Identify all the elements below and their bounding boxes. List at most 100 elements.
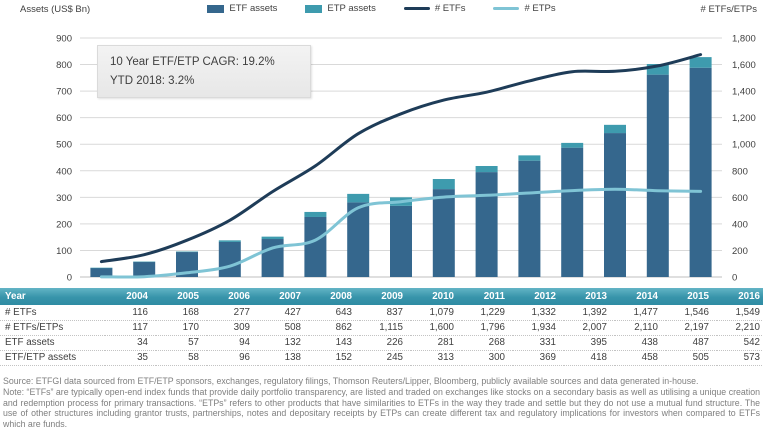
table-cell: 34 xyxy=(137,337,148,348)
table-cell: 369 xyxy=(539,352,556,363)
table-row-label: # ETFs xyxy=(5,306,37,318)
etp-assets-bar xyxy=(133,261,156,263)
table-cell: 2,197 xyxy=(684,322,709,333)
table-cell: 1,229 xyxy=(480,306,505,318)
table-header-2014: 2014 xyxy=(636,291,658,302)
left-axis-tick-label: 800 xyxy=(56,60,72,71)
table-row-etf-assets: ETF assets 34 57 94 132 143 226 281 268 331 395 438… xyxy=(0,335,763,350)
table-cell: 1,796 xyxy=(480,322,505,333)
right-axis-title: # ETFs/ETPs xyxy=(700,4,757,15)
right-axis-tick-label: 200 xyxy=(732,246,748,257)
table-cell: 116 xyxy=(132,306,148,318)
etf-assets-bar xyxy=(304,216,327,277)
legend-item-etf-assets: ETF assets xyxy=(207,3,277,14)
etf-assets-bar xyxy=(561,147,584,277)
table-cell: 1,546 xyxy=(684,306,709,318)
table-header-2008: 2008 xyxy=(330,291,352,302)
right-axis-tick-label: 800 xyxy=(732,166,748,177)
legend-label: ETF assets xyxy=(229,3,278,14)
table-header-2012: 2012 xyxy=(534,291,556,302)
table-cell: 170 xyxy=(182,322,199,333)
right-axis-tick-label: 1,200 xyxy=(732,113,756,124)
table-cell: 152 xyxy=(335,352,352,363)
table-cell: 438 xyxy=(641,337,658,348)
table-row-etf-etp-assets: ETF/ETP assets 35 58 96 138 152 245 313 300 369 41… xyxy=(0,350,763,365)
combo-chart: 0 0 100 200 200 400 300 600 400 800 500 1,000 600 1,2… xyxy=(0,20,763,288)
table-cell: 35 xyxy=(137,352,148,363)
table-cell: 643 xyxy=(335,306,352,318)
table-cell: 96 xyxy=(239,352,250,363)
etf-assets-bar xyxy=(432,189,455,277)
table-cell: 1,549 xyxy=(735,306,760,318)
left-axis-tick-label: 300 xyxy=(56,193,72,204)
legend-item-etp-assets: ETP assets xyxy=(305,3,376,14)
-etps-line xyxy=(99,187,703,279)
legend-line-icon xyxy=(493,7,520,10)
legend-label: ETP assets xyxy=(327,3,376,14)
table-cell: 2,007 xyxy=(582,322,607,333)
table-cell: 1,600 xyxy=(429,322,454,333)
table-cell: 837 xyxy=(386,306,403,318)
table-cell: 94 xyxy=(239,337,250,348)
etp-assets-bar xyxy=(561,142,584,148)
legend-item--etfs: # ETFs xyxy=(403,3,466,14)
right-axis-tick-label: 400 xyxy=(732,219,748,230)
right-axis-tick-label: 1,800 xyxy=(732,34,756,45)
etp-assets-bar xyxy=(689,57,712,68)
table-cell: 862 xyxy=(335,322,352,333)
table-header-2016: 2016 xyxy=(738,291,760,302)
footnote-note: Note: “ETFs” are typically open-end inde… xyxy=(3,386,760,430)
table-cell: 508 xyxy=(284,322,301,333)
etp-assets-bar xyxy=(432,179,455,190)
table-cell: 58 xyxy=(188,352,199,363)
table-row-label: ETF assets xyxy=(5,337,55,348)
left-axis-tick-label: 700 xyxy=(56,87,72,98)
etf-assets-bar xyxy=(689,67,712,277)
cagr-annotation-line2: YTD 2018: 3.2% xyxy=(110,74,195,87)
table-header-2010: 2010 xyxy=(432,291,454,302)
etf-assets-bar xyxy=(390,205,412,277)
table-header-2007: 2007 xyxy=(279,291,301,302)
etf-assets-bar xyxy=(646,74,669,277)
table-header-2006: 2006 xyxy=(228,291,250,302)
etf-assets-bar xyxy=(133,261,156,277)
table-cell: 132 xyxy=(284,337,301,348)
legend-swatch-icon xyxy=(305,4,323,13)
etf-assets-bar xyxy=(218,241,241,277)
footnote: Source: ETFGI data sourced from ETF/ETP … xyxy=(0,376,763,430)
table-cell: 1,332 xyxy=(531,306,556,318)
legend: ETF assets ETP assets # ETFs # ETPs xyxy=(0,3,763,14)
table-cell: 143 xyxy=(335,337,352,348)
right-axis-tick-label: 1,600 xyxy=(732,60,756,71)
right-axis-tick-label: 600 xyxy=(732,193,748,204)
table-cell: 542 xyxy=(743,337,760,348)
table-cell: 268 xyxy=(488,337,505,348)
legend-label: # ETFs xyxy=(434,3,466,14)
table-cell: 1,115 xyxy=(379,322,403,333)
etf-assets-bar xyxy=(90,267,113,277)
table-cell: 281 xyxy=(437,337,454,348)
table-cell: 2,210 xyxy=(735,322,760,333)
table-header-2005: 2005 xyxy=(177,291,199,302)
left-axis-title: Assets (US$ Bn) xyxy=(20,4,91,15)
left-axis-tick-label: 100 xyxy=(56,246,72,257)
table-row--etfs-etps: # ETFs/ETPs 117 170 309 508 862 1,115 1,600 1,79… xyxy=(0,320,763,335)
legend-item--etps: # ETPs xyxy=(493,3,556,14)
etp-assets-bar xyxy=(218,240,241,242)
table-cell: 309 xyxy=(233,322,250,333)
right-axis-tick-label: 0 xyxy=(732,273,737,284)
table-cell: 487 xyxy=(692,337,709,348)
etf-assets-bar xyxy=(261,239,284,277)
table-row-label: # ETFs/ETPs xyxy=(5,322,64,333)
table-cell: 226 xyxy=(386,337,403,348)
table-header-year: Year xyxy=(5,291,26,302)
data-table: Year 2004 2005 2006 2007 2008 2009 2010 2011 2012… xyxy=(0,288,763,366)
table-header-2004: 2004 xyxy=(126,291,148,302)
table-cell: 245 xyxy=(386,352,403,363)
right-axis-tick-label: 1,400 xyxy=(732,87,756,98)
etp-assets-bar xyxy=(304,211,327,217)
footnote-source: Source: ETFGI data sourced from ETF/ETP … xyxy=(3,376,699,386)
legend-swatch-icon xyxy=(207,4,225,13)
table-row--etfs: # ETFs 116 168 277 427 643 837 1,079 1,229 1,332 1… xyxy=(0,305,763,320)
etf-assets-bar xyxy=(475,172,498,277)
